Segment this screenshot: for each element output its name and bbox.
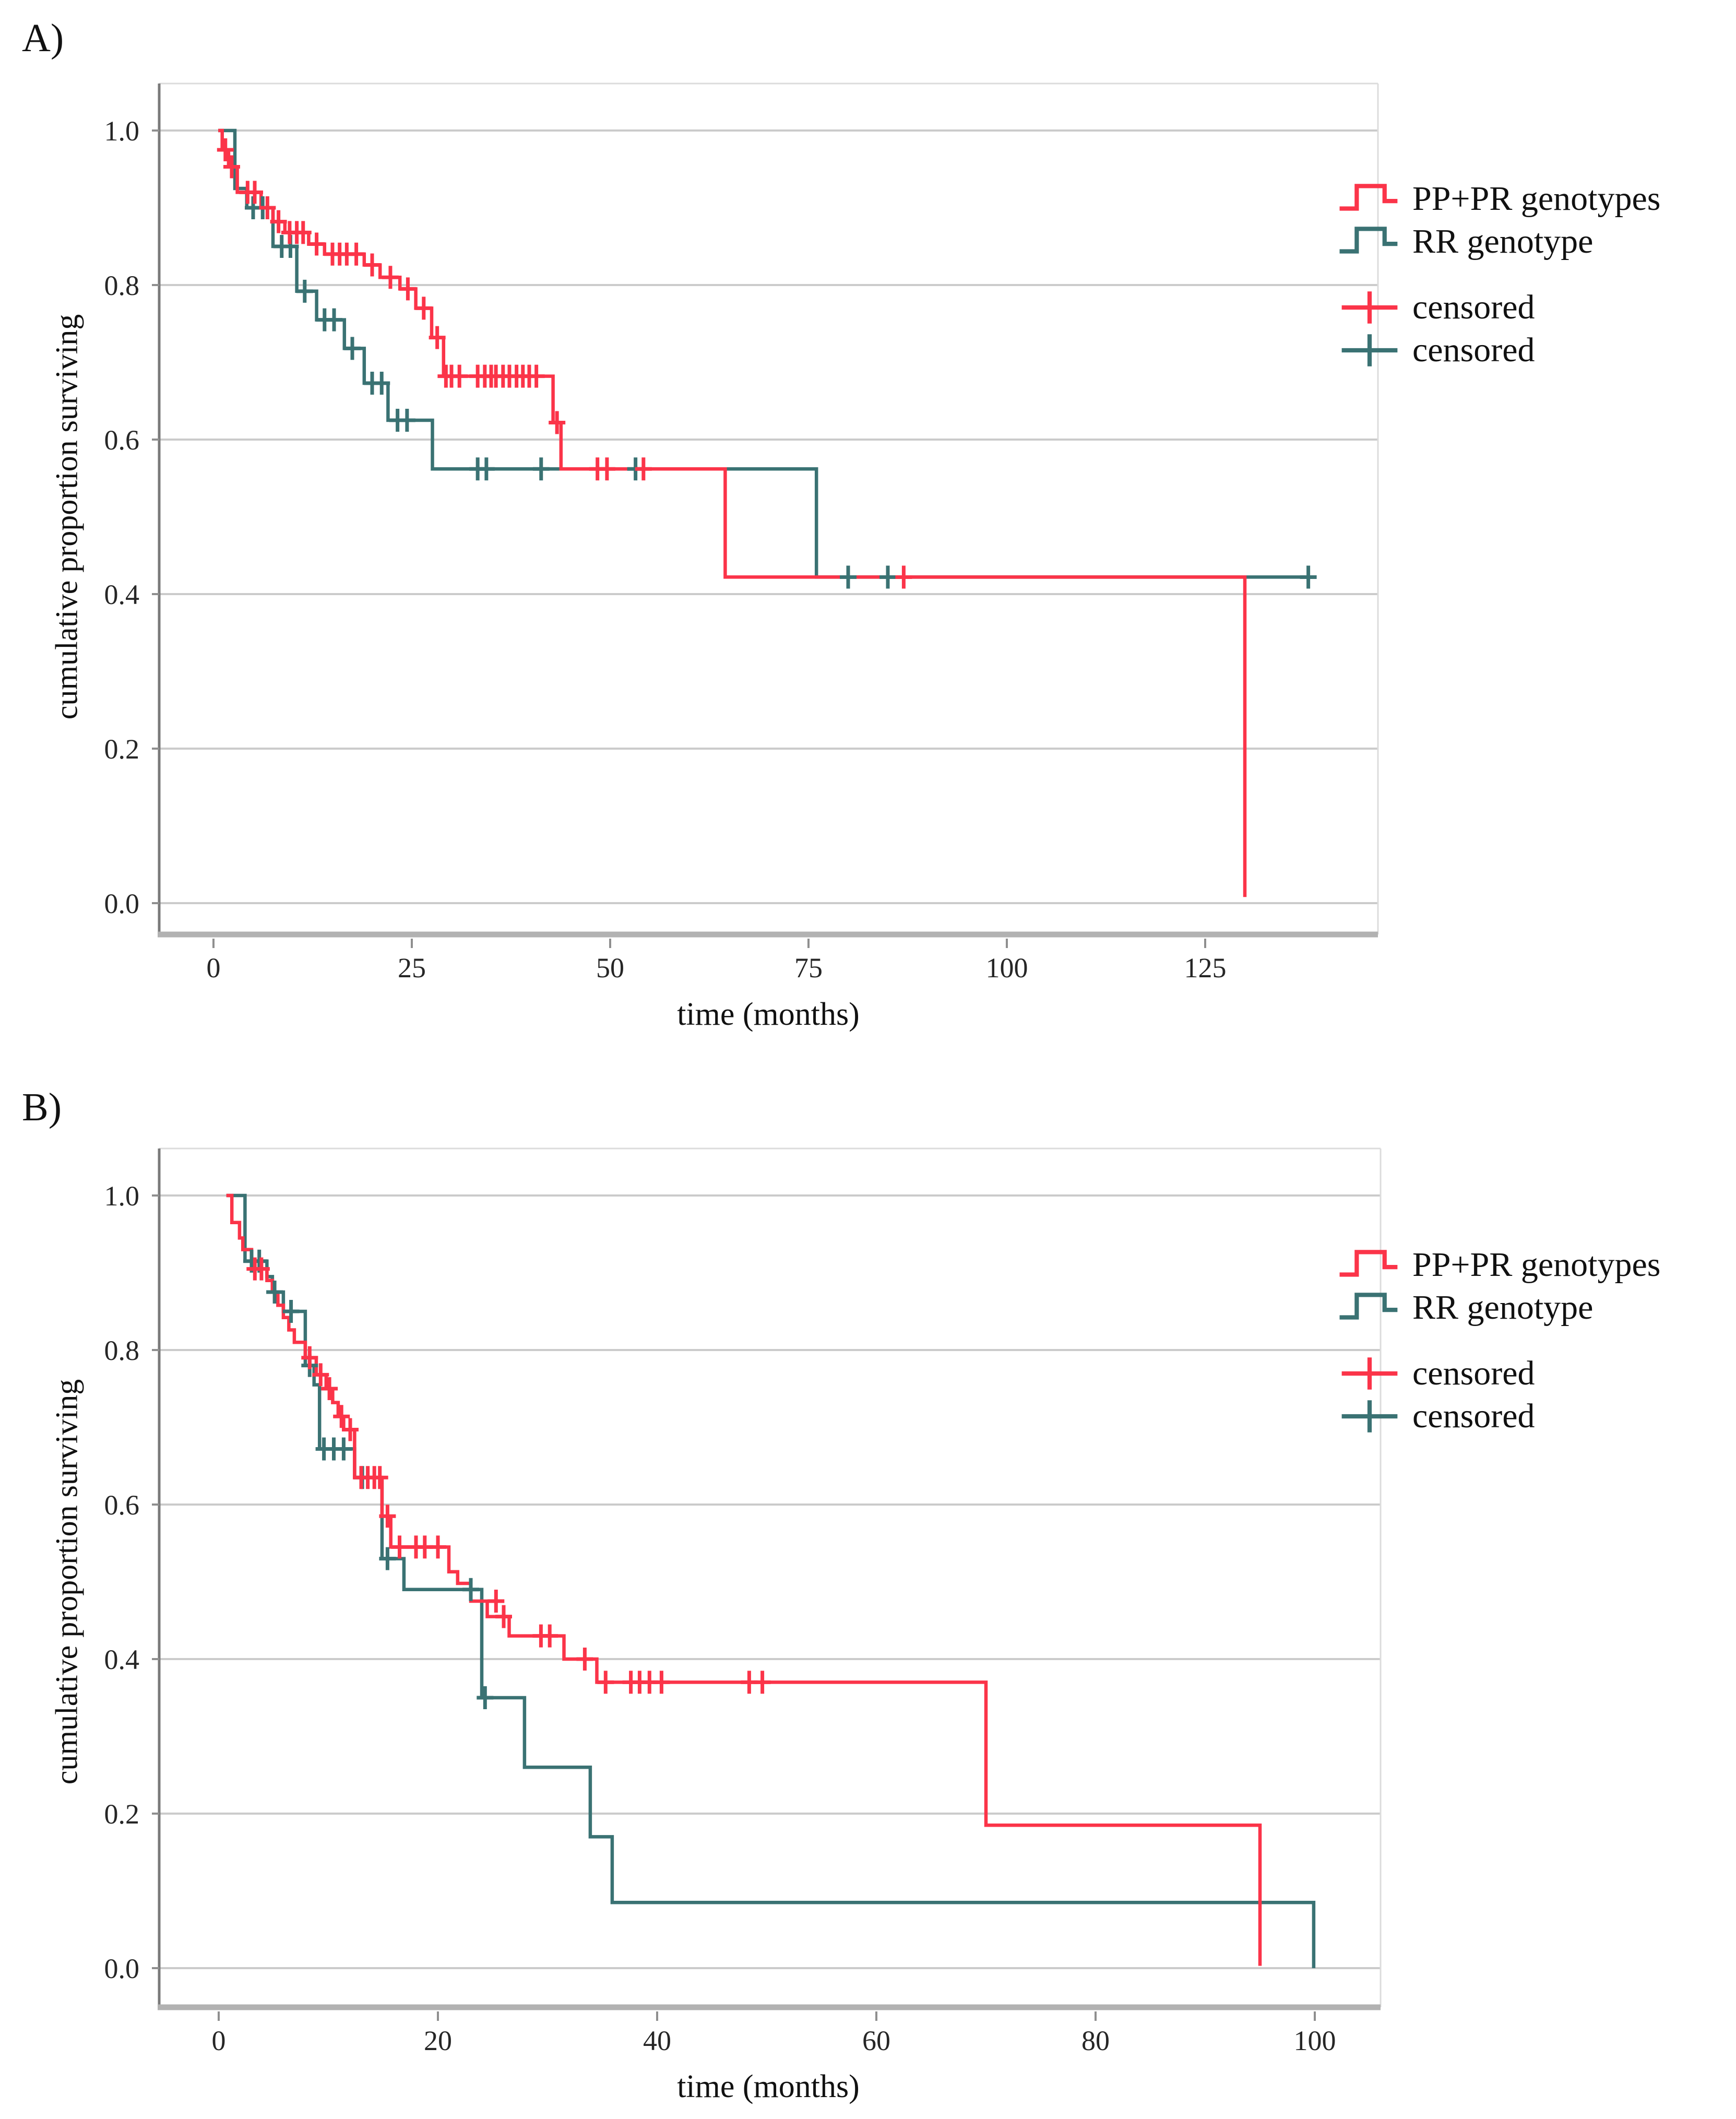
legend-item-pp-pr: PP+PR genotypes (1337, 179, 1660, 219)
censored-plus-icon (1341, 1357, 1398, 1390)
legend-label: RR genotype (1412, 222, 1594, 261)
x-tick-label: 60 (862, 2025, 890, 2056)
pp-pr-step-icon (1339, 1250, 1398, 1277)
y-tick-label: 1.0 (104, 115, 140, 147)
x-tick-label: 80 (1081, 2025, 1110, 2056)
x-tick-label: 0 (207, 952, 221, 984)
legend-item-censored-rr: censored (1337, 1396, 1660, 1437)
legend-item-censored-pp-pr: censored (1337, 1353, 1660, 1394)
y-tick-label: 0.4 (104, 579, 140, 610)
y-tick-label: 0.2 (104, 1798, 140, 1830)
legend-label: censored (1412, 1354, 1535, 1392)
x-tick-label: 75 (794, 952, 823, 984)
y-tick-label: 0.0 (104, 1953, 140, 1984)
panel-a-legend: PP+PR genotypes RR genotype censored cen… (1337, 179, 1660, 373)
legend-item-rr: RR genotype (1337, 1287, 1660, 1328)
legend-item-censored-rr: censored (1337, 330, 1660, 371)
x-tick-label: 125 (1184, 952, 1227, 984)
y-tick-label: 0.0 (104, 888, 140, 919)
panel-b-legend: PP+PR genotypes RR genotype censored cen… (1337, 1245, 1660, 1439)
legend-label: censored (1412, 288, 1535, 326)
pp-pr-step-icon (1339, 184, 1398, 211)
legend-item-pp-pr: PP+PR genotypes (1337, 1245, 1660, 1285)
panel-b-letter: B) (22, 1085, 62, 1129)
panel-a-plot-area: 1.0 0.8 0.6 0.4 0.2 0.0 0 25 50 75 100 125 (104, 82, 1379, 984)
panel-b-ylabel: cumulative proportion surviving (49, 1379, 84, 1785)
x-tick-label: 40 (643, 2025, 671, 2056)
censored-plus-icon (1341, 1400, 1398, 1433)
y-tick-label: 1.0 (104, 1180, 140, 1212)
y-tick-label: 0.8 (104, 1335, 140, 1366)
panel-a-xlabel: time (months) (677, 997, 860, 1032)
panel-b-plot-area: 1.0 0.8 0.6 0.4 0.2 0.0 0 20 40 60 80 100 (104, 1147, 1382, 2056)
rr-step-icon (1339, 1293, 1398, 1320)
series-pp_pr-curve (218, 128, 1247, 897)
legend-label: RR genotype (1412, 1288, 1594, 1327)
rr-step-icon (1339, 227, 1398, 254)
legend-item-rr: RR genotype (1337, 221, 1660, 262)
y-tick-label: 0.2 (104, 733, 140, 765)
censored-plus-icon (1341, 291, 1398, 324)
legend-label: censored (1412, 330, 1535, 369)
y-tick-label: 0.6 (104, 424, 140, 456)
series-rr-curve (226, 1193, 1316, 1968)
panel-a-letter: A) (22, 16, 64, 60)
panel-a-ylabel: cumulative proportion surviving (49, 314, 84, 720)
x-tick-label: 100 (1294, 2025, 1336, 2056)
legend-label: PP+PR genotypes (1412, 1245, 1661, 1284)
censored-plus-icon (1341, 334, 1398, 366)
x-tick-label: 25 (398, 952, 426, 984)
y-tick-label: 0.6 (104, 1489, 140, 1521)
y-tick-label: 0.8 (104, 270, 140, 301)
legend-item-censored-pp-pr: censored (1337, 287, 1660, 328)
series-rr-curve (218, 128, 1309, 579)
x-tick-label: 50 (596, 952, 624, 984)
y-tick-label: 0.4 (104, 1644, 140, 1675)
x-tick-label: 100 (986, 952, 1028, 984)
legend-label: PP+PR genotypes (1412, 179, 1661, 218)
legend-label: censored (1412, 1396, 1535, 1435)
series-pp_pr-curve (226, 1193, 1262, 1966)
panel-b-xlabel: time (months) (677, 2069, 860, 2104)
x-tick-label: 0 (212, 2025, 226, 2056)
x-tick-label: 20 (424, 2025, 452, 2056)
